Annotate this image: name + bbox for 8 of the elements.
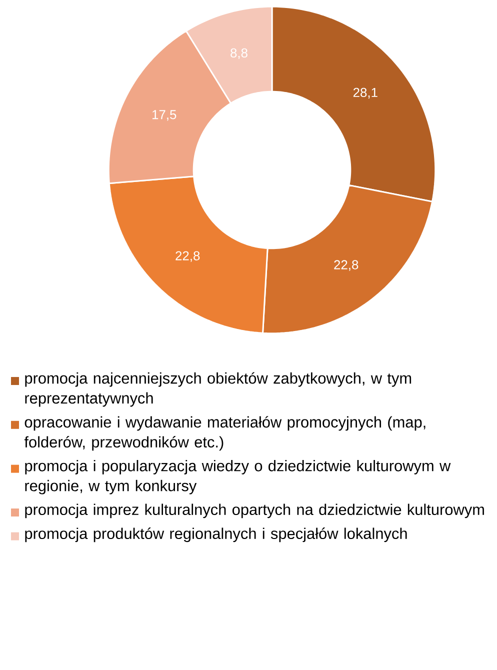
legend-label: promocja imprez kulturalnych opartych na dziedzictwie kulturowym xyxy=(25,504,484,518)
data-label: 22,8 xyxy=(176,251,200,262)
legend-label: opracowanie i wydawanie materiałów promocyjnych (map, folderów, przewodników etc.) xyxy=(24,416,426,451)
data-label: 22,8 xyxy=(334,260,358,271)
data-label: 17,5 xyxy=(152,110,176,121)
data-label: 8,8 xyxy=(230,48,248,60)
legend-label: promocja produktów regionalnych i specjałów lokalnych xyxy=(25,528,407,542)
data-label: 28,1 xyxy=(353,88,378,99)
